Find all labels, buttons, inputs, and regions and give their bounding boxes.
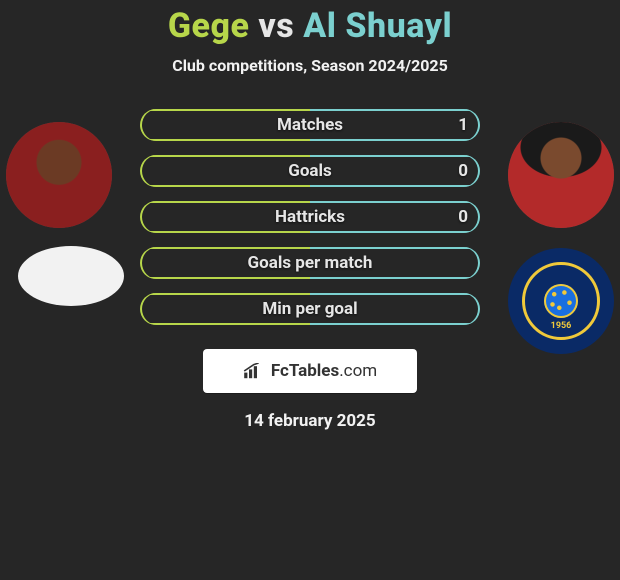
stat-bar: Goals per match (140, 247, 480, 279)
stat-bar-value-right (456, 293, 480, 325)
stat-bar-value-left (140, 293, 164, 325)
page-title: Gege vs Al Shuayl (0, 6, 620, 46)
club-badge-right-ring: 1956 (522, 262, 600, 340)
comparison-card: Gege vs Al Shuayl Club competitions, Sea… (0, 0, 620, 580)
avatar-player-left (6, 122, 112, 228)
stat-bars: 1 Matches 0 Goals 0 Hattricks Goals per match M… (140, 109, 480, 325)
stat-bar-value-right: 1 (446, 109, 480, 141)
stat-bar-value-right (456, 247, 480, 279)
avatar-player-right (508, 122, 614, 228)
stat-bar-label: Matches (277, 115, 343, 135)
stat-bar-value-right: 0 (446, 201, 480, 233)
stat-bar-label: Goals per match (248, 253, 373, 273)
stat-bar: 1 Matches (140, 109, 480, 141)
stat-bar: Min per goal (140, 293, 480, 325)
branding-badge: FcTables.com (203, 349, 417, 393)
club-badge-left (18, 246, 124, 306)
stat-bar-label: Min per goal (262, 299, 357, 319)
branding-text-tail: .com (339, 361, 377, 381)
title-player-right: Al Shuayl (303, 6, 452, 46)
branding-text: FcTables.com (271, 361, 377, 381)
stat-bar-value-right: 0 (446, 155, 480, 187)
date-text: 14 february 2025 (0, 411, 620, 431)
stat-bar-value-left (140, 155, 164, 187)
stat-bar: 0 Hattricks (140, 201, 480, 233)
branding-text-strong: FcTables (271, 361, 339, 381)
stat-bar-value-left (140, 201, 164, 233)
title-vs: vs (258, 6, 294, 46)
club-badge-right: 1956 (508, 248, 614, 354)
subtitle: Club competitions, Season 2024/2025 (0, 56, 620, 75)
stat-bar-value-left (140, 247, 164, 279)
stat-bar-label: Hattricks (275, 207, 345, 227)
club-badge-right-year: 1956 (525, 321, 597, 331)
stat-bar-label: Goals (288, 161, 332, 181)
stat-bar: 0 Goals (140, 155, 480, 187)
club-badge-right-ball-icon (544, 284, 578, 318)
bar-chart-icon (243, 363, 263, 379)
stat-bar-value-left (140, 109, 164, 141)
title-player-left: Gege (168, 6, 250, 46)
